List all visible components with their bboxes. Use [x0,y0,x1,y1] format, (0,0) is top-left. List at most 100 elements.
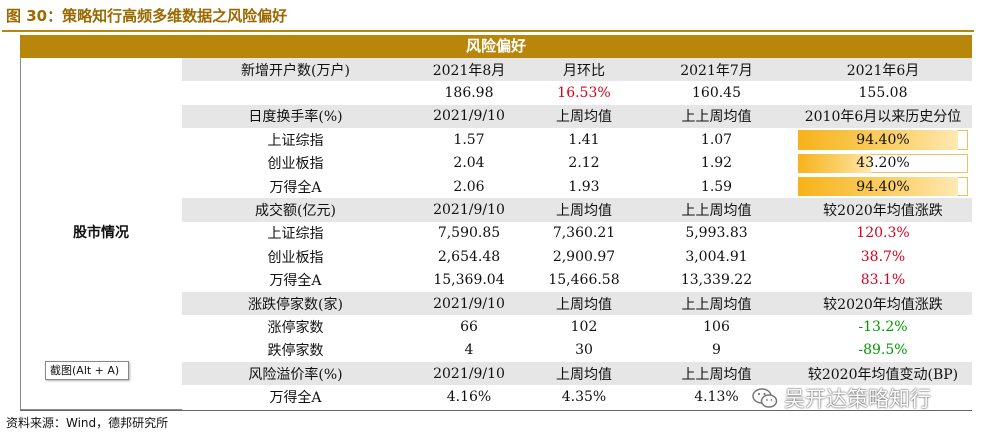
cell-text: 2.12 [568,155,600,172]
table-cell: 13,339.22 [639,269,794,292]
cell-text: 30 [575,342,593,359]
cell-text: 上上周均值 [681,203,752,220]
table-row: 跌停家数 4 30 9 -89.5% [182,339,972,362]
table-cell: 2021年7月 [639,58,794,81]
table-cell: 上周均值 [529,362,639,385]
table-header-row: 涨跌停家数(家) 2021/9/10 上周均值 上上周均值 较2020年均值涨跌 [182,291,972,316]
cell-text: 创业板指 [267,156,324,173]
table-cell: 155.08 [794,81,972,104]
table-cell: 106 [639,315,794,338]
table-cell: 1.92 [639,152,794,175]
table-cell: 9 [639,339,794,362]
table-cell: 1.07 [639,128,794,151]
table-cell: 创业板指 [182,245,409,268]
table-cell: 风险溢价率(%) [182,362,409,385]
table-cell: 4.16% [409,385,529,408]
cell-text: 跌停家数 [267,343,324,360]
cell-text: 38.7% [860,248,906,265]
cell-text: 上周均值 [556,203,612,220]
table-row: 涨停家数 66 102 106 -13.2% [182,315,972,338]
table-cell: 较2020年均值变动(BP) [794,362,972,385]
table-cell: 2010年6月以来历史分位 [794,105,972,128]
table-cell: 月环比 [529,58,639,81]
cell-text: 4 [464,342,474,359]
cell-text: 上证综指 [267,226,324,243]
table-cell: 2021年6月 [794,58,972,81]
table-cell: 102 [529,315,639,338]
cell-text: 1.57 [453,131,485,148]
cell-text: 2.06 [453,178,485,195]
table-cell: 万得全A [182,269,409,292]
table-cell: 1.59 [639,175,794,198]
table-cell: 4.35% [529,385,639,408]
table-cell: 上上周均值 [639,105,794,128]
cell-text: 涨停家数 [267,319,324,336]
table-cell: 30 [529,339,639,362]
table-cell: 66 [409,315,529,338]
cell-text: 94.40% [856,178,910,195]
wechat-icon [752,388,778,408]
table-cell: 83.1% [794,269,972,292]
cell-text: 万得全A [269,179,322,196]
cell-text: 2021/9/10 [433,365,505,382]
table-cell: 120.3% [794,222,972,245]
cell-text: 月环比 [563,62,605,79]
table-banner: 风险偏好 [20,35,972,58]
cell-text: 新增开户数(万户) [241,62,350,79]
table-cell: 涨跌停家数(家) [182,292,409,315]
percentile-bar [798,130,959,150]
cell-text: 106 [703,318,730,335]
table-cell: 日度换手率(%) [182,105,409,128]
table-cell: 2.12 [529,152,639,175]
cell-text: 2.04 [453,155,485,172]
table-cell: 16.53% [529,81,639,104]
cell-text: 上上周均值 [681,366,752,383]
table-cell: 上周均值 [529,292,639,315]
cell-text: 较2020年均值涨跌 [823,296,943,313]
table-cell: 上周均值 [529,105,639,128]
cell-text: 16.53% [557,85,611,102]
cell-text: 160.45 [692,85,741,102]
table-cell: 2,654.48 [409,245,529,268]
cell-text: 2,900.97 [552,248,616,265]
cell-text: 43.20% [856,155,910,172]
cell-text: 1.59 [700,178,733,195]
table-cell: 4.13% [639,385,794,408]
screenshot-tooltip: 截图(Alt + A) [45,361,129,380]
table-header-row: 风险溢价率(%) 2021/9/10 上周均值 上上周均值 较2020年均值变动(BP) [182,362,972,386]
table-row: 上证综指 7,590.85 7,360.21 5,993.83 120.3% [182,222,972,245]
data-table: 新增开户数(万户) 2021年8月 月环比 2021年7月 2021年6月 186.98 1… [182,58,972,409]
section-label: 股市情况 [73,225,129,241]
table-cell: 5,993.83 [639,222,794,245]
cell-text: 较2020年均值变动(BP) [807,366,959,383]
cell-text: 创业板指 [267,249,324,266]
table-cell: 较2020年均值涨跌 [794,292,972,315]
cell-text: 万得全A [269,273,322,290]
table-cell: 7,360.21 [529,222,639,245]
table-cell: 94.40% [794,175,972,198]
table-cell: 7,590.85 [409,222,529,245]
table-cell: 成交额(亿元) [182,198,409,221]
figure-title: 图 30：策略知行高频多维数据之风险偏好 [6,7,288,25]
cell-text: 2010年6月以来历史分位 [804,109,962,126]
table-cell: 万得全A [182,175,409,198]
cell-text: 15,369.04 [433,272,505,289]
table-cell: 2021/9/10 [409,198,529,221]
cell-text: 1.07 [700,131,733,148]
percentile-bar [798,153,872,173]
watermark: 吴开达策略知行 [752,384,931,412]
table-header-row: 新增开户数(万户) 2021年8月 月环比 2021年7月 2021年6月 [182,58,972,82]
cell-text: 186.98 [444,85,494,102]
watermark-text: 吴开达策略知行 [784,387,931,411]
table-row: 创业板指 2.04 2.12 1.92 43.20% [182,152,972,175]
table-cell: 涨停家数 [182,315,409,338]
cell-text: 2021/9/10 [433,202,505,219]
table-cell: 跌停家数 [182,339,409,362]
table-cell: 创业板指 [182,152,409,175]
table-cell: 15,466.58 [529,269,639,292]
cell-text: 7,360.21 [552,225,616,242]
table-cell [182,81,409,104]
left-column [20,58,182,410]
table-row: 186.98 16.53% 160.45 155.08 [182,81,972,104]
cell-text: 2021/9/10 [433,108,505,125]
